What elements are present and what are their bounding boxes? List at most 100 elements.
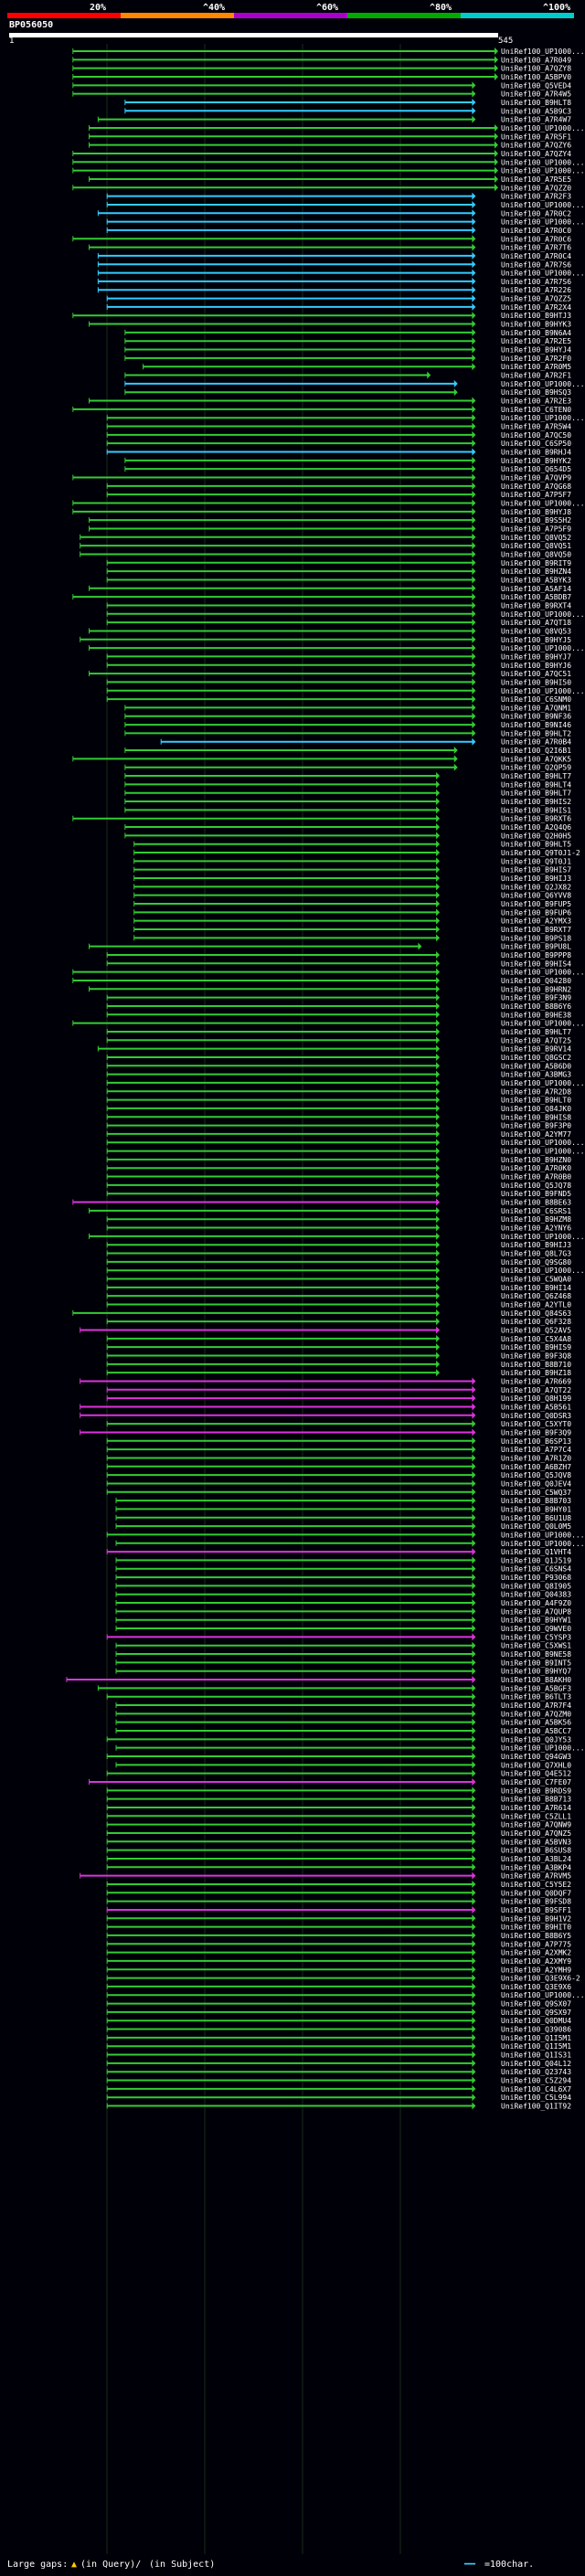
hit-row[interactable]: UniRef100_B9HIS8: [106, 1113, 571, 1121]
hit-label[interactable]: UniRef100_A7R1Z0: [501, 1454, 571, 1462]
hit-row[interactable]: UniRef100_C5X4A8: [106, 1334, 571, 1343]
hit-label[interactable]: UniRef100_C6TEN0: [501, 406, 571, 414]
hit-row[interactable]: UniRef100_A7QC50: [106, 430, 571, 440]
hit-label[interactable]: UniRef100_A5BK56: [501, 1719, 571, 1727]
hit-row[interactable]: UniRef100_B6U1U8: [115, 1513, 571, 1522]
hit-row[interactable]: UniRef100_A7R7S6: [97, 277, 571, 286]
hit-label[interactable]: UniRef100_A7P775: [501, 1940, 571, 1948]
hit-label[interactable]: UniRef100_Q0JEV4: [501, 1479, 571, 1488]
hit-row[interactable]: UniRef100_B9HIT0: [106, 1923, 571, 1932]
hit-row[interactable]: UniRef100_A7R5F1: [89, 133, 572, 141]
hit-label[interactable]: UniRef100_UP1000...: [501, 167, 585, 175]
hit-row[interactable]: UniRef100_Q8VQ52: [80, 533, 572, 542]
hit-row[interactable]: UniRef100_Q84JK0: [106, 1104, 571, 1113]
hit-label[interactable]: UniRef100_B9HSQ3: [501, 388, 571, 397]
hit-label[interactable]: UniRef100_B9HE38: [501, 1011, 571, 1019]
hit-row[interactable]: UniRef100_B9HE38: [106, 1011, 571, 1019]
hit-row[interactable]: UniRef100_B9FSD8: [106, 1897, 571, 1906]
hit-label[interactable]: UniRef100_A7R0C6: [501, 235, 571, 243]
hit-label[interactable]: UniRef100_A7QNZ5: [501, 1829, 571, 1838]
hit-row[interactable]: UniRef100_A7QNM1: [124, 704, 571, 712]
hit-row[interactable]: UniRef100_B9PS18: [133, 934, 572, 942]
hit-row[interactable]: UniRef100_A5BYK3: [106, 576, 571, 584]
hit-row[interactable]: UniRef100_Q8I905: [115, 1582, 571, 1590]
hit-row[interactable]: UniRef100_C6SNM0: [106, 695, 571, 704]
hit-row[interactable]: UniRef100_A7R0B0: [106, 1172, 571, 1182]
hit-row[interactable]: UniRef100_Q0L0M5: [115, 1522, 571, 1531]
hit-label[interactable]: UniRef100_B9HLT5: [501, 841, 571, 849]
hit-row[interactable]: UniRef100_Q9WVE0: [115, 1625, 571, 1633]
hit-row[interactable]: UniRef100_B9HZM8: [106, 1215, 571, 1224]
hit-label[interactable]: UniRef100_B9HLT2: [501, 729, 571, 737]
hit-row[interactable]: UniRef100_A7R2X4: [106, 302, 571, 312]
hit-row[interactable]: UniRef100_B9RXT6: [72, 814, 571, 823]
hit-label[interactable]: UniRef100_UP1000...: [501, 1233, 585, 1241]
hit-label[interactable]: UniRef100_Q654D5: [501, 465, 571, 473]
hit-row[interactable]: UniRef100_Q1I5M1: [106, 2033, 571, 2042]
hit-label[interactable]: UniRef100_C5XYT0: [501, 1420, 571, 1428]
hit-label[interactable]: UniRef100_A7R4W5: [501, 90, 571, 99]
hit-label[interactable]: UniRef100_Q8VQ52: [501, 534, 571, 542]
hit-label[interactable]: UniRef100_Q8VQ51: [501, 542, 571, 550]
hit-label[interactable]: UniRef100_A7QNM1: [501, 704, 571, 712]
hit-label[interactable]: UniRef100_C4L6X7: [501, 2085, 571, 2094]
hit-row[interactable]: UniRef100_UP1000...: [89, 123, 585, 133]
hit-label[interactable]: UniRef100_A5BGF3: [501, 1684, 571, 1692]
hit-row[interactable]: UniRef100_Q8VQ53: [89, 627, 572, 635]
hit-label[interactable]: UniRef100_A7QNW9: [501, 1821, 571, 1829]
hit-label[interactable]: UniRef100_Q6Z468: [501, 1292, 571, 1300]
hit-row[interactable]: UniRef100_A5B561: [80, 1403, 572, 1411]
hit-label[interactable]: UniRef100_UP1000...: [501, 1148, 585, 1156]
hit-label[interactable]: UniRef100_B9HZM8: [501, 1215, 571, 1224]
hit-row[interactable]: UniRef100_B9RV14: [97, 1044, 571, 1054]
hit-row[interactable]: UniRef100_A7QG68: [106, 482, 571, 491]
hit-label[interactable]: UniRef100_Q9WVE0: [501, 1625, 571, 1633]
hit-label[interactable]: UniRef100_Q1I5M1: [501, 2042, 571, 2051]
hit-row[interactable]: UniRef100_A7R614: [106, 1803, 571, 1812]
hit-row[interactable]: UniRef100_B9HYW1: [115, 1616, 571, 1625]
hit-label[interactable]: UniRef100_UP1000...: [501, 124, 585, 133]
hit-label[interactable]: UniRef100_B9HLT7: [501, 1028, 571, 1036]
hit-row[interactable]: UniRef100_A2YMH9: [106, 1966, 571, 1974]
hit-label[interactable]: UniRef100_Q2I6B1: [501, 747, 571, 755]
hit-label[interactable]: UniRef100_B8B710: [501, 1361, 571, 1369]
hit-label[interactable]: UniRef100_Q8L7G3: [501, 1250, 571, 1258]
hit-label[interactable]: UniRef100_C6SNM0: [501, 695, 571, 704]
hit-row[interactable]: UniRef100_Q5VED4: [72, 81, 571, 90]
hit-label[interactable]: UniRef100_A2XMY9: [501, 1957, 571, 1966]
hit-label[interactable]: UniRef100_B9RXT4: [501, 601, 571, 610]
hit-label[interactable]: UniRef100_A7R2E5: [501, 337, 571, 345]
hit-row[interactable]: UniRef100_A7R2D8: [106, 1087, 571, 1096]
hit-row[interactable]: UniRef100_B9HY01: [115, 1505, 571, 1513]
hit-row[interactable]: UniRef100_Q5JQV8: [106, 1471, 571, 1479]
hit-label[interactable]: UniRef100_B9HLT0: [501, 1097, 571, 1105]
hit-row[interactable]: UniRef100_UP1000...: [97, 269, 585, 278]
hit-label[interactable]: UniRef100_Q0JY53: [501, 1735, 571, 1744]
hit-label[interactable]: UniRef100_B9INT5: [501, 1659, 571, 1667]
hit-row[interactable]: UniRef100_A7R2E3: [89, 397, 572, 406]
hit-label[interactable]: UniRef100_Q04280: [501, 977, 571, 985]
hit-row[interactable]: UniRef100_Q3E9X6: [106, 1982, 571, 1991]
hit-row[interactable]: UniRef100_A7R2E5: [124, 337, 571, 345]
hit-label[interactable]: UniRef100_B9HIS1: [501, 806, 571, 814]
hit-row[interactable]: UniRef100_B9HLT4: [124, 780, 571, 789]
hit-label[interactable]: UniRef100_B9F3Q9: [501, 1428, 571, 1436]
hit-label[interactable]: UniRef100_B9RHJ4: [501, 449, 571, 457]
hit-row[interactable]: UniRef100_UP1000...: [124, 379, 585, 388]
hit-row[interactable]: UniRef100_B9HLT8: [124, 98, 571, 107]
hit-label[interactable]: UniRef100_B9RDS9: [501, 1786, 571, 1795]
hit-label[interactable]: UniRef100_Q8GSC2: [501, 1054, 571, 1062]
hit-row[interactable]: UniRef100_Q4E512: [106, 1769, 571, 1778]
hit-label[interactable]: UniRef100_Q1VHT4: [501, 1548, 571, 1556]
hit-row[interactable]: UniRef100_A7QNW9: [106, 1820, 571, 1829]
hit-row[interactable]: UniRef100_B9NE58: [115, 1650, 571, 1659]
hit-label[interactable]: UniRef100_B8AKH0: [501, 1676, 571, 1684]
hit-row[interactable]: UniRef100_B8B710: [106, 1360, 571, 1369]
hit-label[interactable]: UniRef100_A7P5F7: [501, 491, 571, 499]
hit-label[interactable]: UniRef100_A7R7S6: [501, 260, 571, 269]
hit-row[interactable]: UniRef100_Q9T0J1-2: [133, 849, 580, 857]
hit-label[interactable]: UniRef100_Q4E512: [501, 1770, 571, 1778]
hit-label[interactable]: UniRef100_Q5VED4: [501, 81, 571, 90]
hit-label[interactable]: UniRef100_Q8VQ50: [501, 550, 571, 558]
hit-row[interactable]: UniRef100_C5XYT0: [106, 1420, 571, 1428]
